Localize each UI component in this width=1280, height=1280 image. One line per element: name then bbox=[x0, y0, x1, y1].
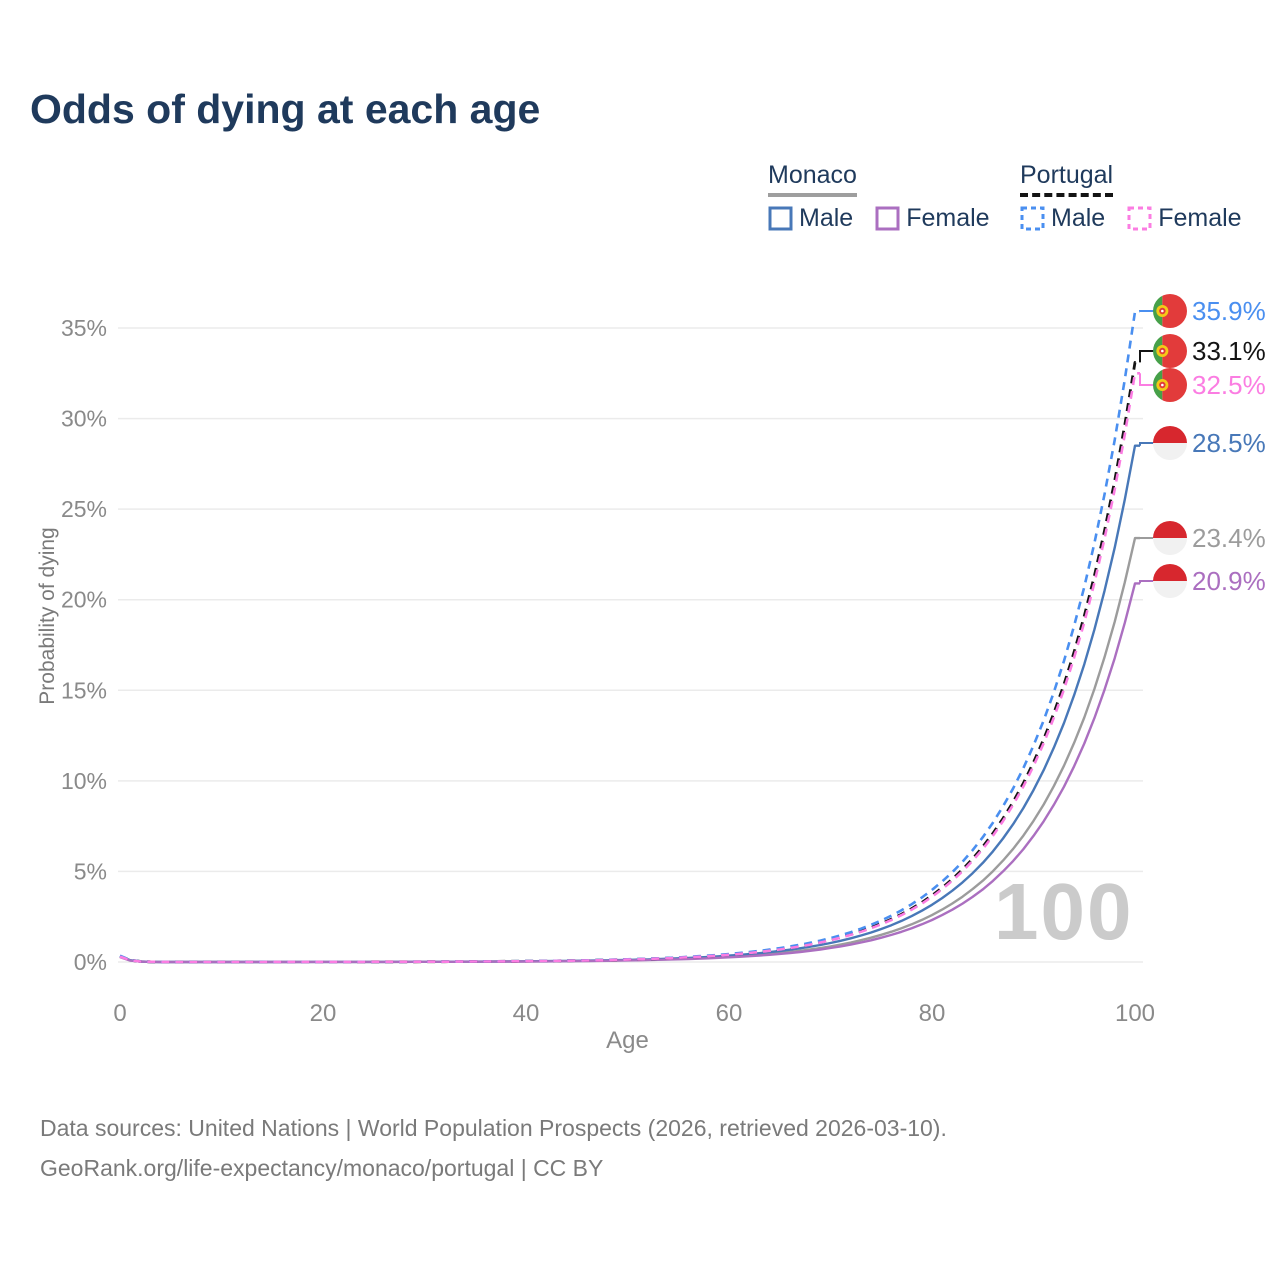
x-axis-title: Age bbox=[606, 1027, 649, 1054]
legend-label-monaco-female: Female bbox=[906, 204, 990, 232]
legend-item-monaco-female[interactable]: Female bbox=[875, 204, 990, 233]
footer-attribution: GeoRank.org/life-expectancy/monaco/portu… bbox=[40, 1155, 604, 1181]
label-connector-portugal-male bbox=[1139, 310, 1154, 312]
legend-label-portugal-female: Female bbox=[1158, 204, 1242, 232]
x-tick-label: 0 bbox=[113, 1000, 126, 1027]
x-tick-label: 80 bbox=[919, 1000, 946, 1027]
footer-data-sources: Data sources: United Nations | World Pop… bbox=[40, 1115, 947, 1141]
legend-country-monaco[interactable]: Monaco bbox=[768, 161, 857, 197]
legend-swatch-portugal-male bbox=[1020, 206, 1045, 231]
flag-monaco-icon bbox=[1153, 521, 1187, 555]
y-tick-label: 10% bbox=[61, 768, 107, 794]
legend-group-monaco: Monaco Male Female bbox=[768, 161, 990, 233]
y-tick-label: 30% bbox=[61, 406, 107, 432]
y-tick-label: 15% bbox=[61, 677, 107, 703]
x-tick-label: 20 bbox=[310, 1000, 337, 1027]
flag-monaco-icon bbox=[1153, 426, 1187, 460]
flag-portugal-icon bbox=[1153, 368, 1187, 402]
x-tick-label: 40 bbox=[513, 1000, 540, 1027]
label-connector-portugal-female bbox=[1139, 373, 1154, 386]
legend-group-portugal: Portugal Male Female bbox=[1020, 161, 1242, 233]
series-line-monaco-both bbox=[119, 536, 1140, 964]
end-label-portugal-male: 35.9% bbox=[1192, 296, 1266, 326]
flag-portugal-icon bbox=[1153, 334, 1187, 368]
age-counter-watermark: 100 bbox=[994, 867, 1134, 956]
legend-item-portugal-female[interactable]: Female bbox=[1127, 204, 1242, 233]
legend-swatch-portugal-female bbox=[1127, 206, 1152, 231]
end-label-portugal-both: 33.1% bbox=[1192, 336, 1266, 366]
label-connector-monaco-female bbox=[1139, 580, 1154, 584]
legend-item-monaco-male[interactable]: Male bbox=[768, 204, 853, 233]
end-label-monaco-male: 28.5% bbox=[1192, 428, 1266, 458]
series-line-portugal-female bbox=[119, 372, 1140, 964]
label-connector-portugal-both bbox=[1139, 350, 1154, 363]
y-tick-label: 25% bbox=[61, 496, 107, 522]
end-label-portugal-female: 32.5% bbox=[1192, 370, 1266, 400]
y-tick-label: 5% bbox=[74, 858, 107, 884]
page-title: Odds of dying at each age bbox=[30, 86, 541, 132]
label-connector-monaco-male bbox=[1139, 442, 1154, 446]
legend-country-portugal[interactable]: Portugal bbox=[1020, 161, 1114, 197]
flag-monaco-icon bbox=[1153, 564, 1187, 598]
y-tick-label: 35% bbox=[61, 315, 107, 341]
y-axis-title: Probability of dying bbox=[36, 527, 59, 705]
x-tick-label: 60 bbox=[716, 1000, 743, 1027]
y-tick-label: 0% bbox=[74, 949, 107, 975]
legend-swatch-monaco-female bbox=[875, 206, 900, 231]
footer: Data sources: United Nations | World Pop… bbox=[40, 1108, 947, 1188]
series-line-portugal-male bbox=[119, 310, 1140, 964]
series-line-monaco-female bbox=[119, 582, 1140, 964]
end-label-monaco-both: 23.4% bbox=[1192, 523, 1266, 553]
legend-label-portugal-male: Male bbox=[1051, 204, 1106, 232]
flag-portugal-icon bbox=[1153, 294, 1187, 328]
end-label-monaco-female: 20.9% bbox=[1192, 566, 1266, 596]
legend-item-portugal-male[interactable]: Male bbox=[1020, 204, 1105, 233]
y-tick-label: 20% bbox=[61, 587, 107, 613]
x-tick-label: 100 bbox=[1115, 1000, 1155, 1027]
legend-swatch-monaco-male bbox=[768, 206, 793, 231]
legend-label-monaco-male: Male bbox=[799, 204, 854, 232]
